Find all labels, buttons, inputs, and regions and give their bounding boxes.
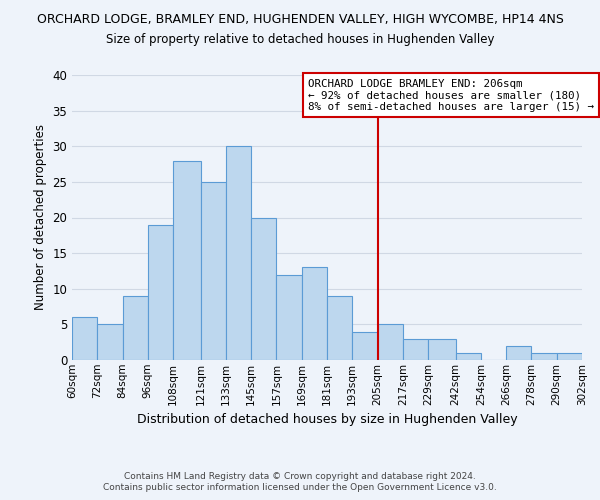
Bar xyxy=(377,324,403,360)
Bar xyxy=(506,346,532,360)
Bar xyxy=(173,160,200,360)
Bar xyxy=(200,182,226,360)
Text: Contains public sector information licensed under the Open Government Licence v3: Contains public sector information licen… xyxy=(103,484,497,492)
Bar xyxy=(72,318,97,360)
Bar xyxy=(403,338,428,360)
Bar xyxy=(97,324,122,360)
Text: ORCHARD LODGE BRAMLEY END: 206sqm
← 92% of detached houses are smaller (180)
8% : ORCHARD LODGE BRAMLEY END: 206sqm ← 92% … xyxy=(308,78,594,112)
Bar xyxy=(455,353,481,360)
Text: ORCHARD LODGE, BRAMLEY END, HUGHENDEN VALLEY, HIGH WYCOMBE, HP14 4NS: ORCHARD LODGE, BRAMLEY END, HUGHENDEN VA… xyxy=(37,12,563,26)
Bar xyxy=(327,296,352,360)
Bar xyxy=(277,274,302,360)
Bar xyxy=(251,218,277,360)
Text: Contains HM Land Registry data © Crown copyright and database right 2024.: Contains HM Land Registry data © Crown c… xyxy=(124,472,476,481)
Bar xyxy=(557,353,582,360)
Bar xyxy=(302,268,327,360)
Bar xyxy=(122,296,148,360)
Bar xyxy=(148,224,173,360)
Y-axis label: Number of detached properties: Number of detached properties xyxy=(34,124,47,310)
Text: Size of property relative to detached houses in Hughenden Valley: Size of property relative to detached ho… xyxy=(106,32,494,46)
Bar xyxy=(226,146,251,360)
Bar xyxy=(352,332,377,360)
Bar xyxy=(428,338,455,360)
X-axis label: Distribution of detached houses by size in Hughenden Valley: Distribution of detached houses by size … xyxy=(137,413,517,426)
Bar xyxy=(532,353,557,360)
